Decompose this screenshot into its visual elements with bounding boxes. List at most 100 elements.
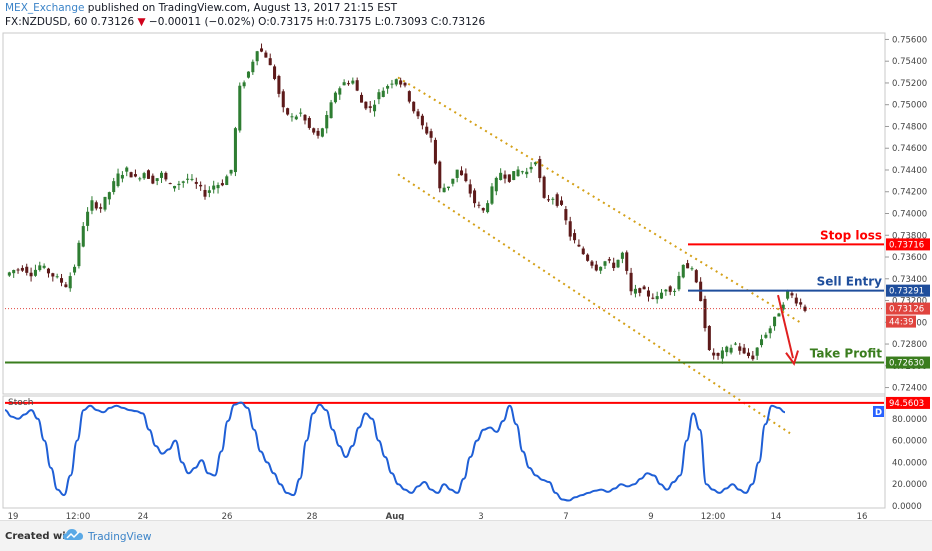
stoch-pane[interactable] [2, 395, 886, 509]
candle-body [499, 172, 503, 180]
price-axis[interactable]: 0.75600 0.75400 0.75200 0.75000 0.74800 0.746… [885, 35, 927, 394]
chart-header: MEX_Exchange published on TradingView.co… [0, 0, 932, 34]
down-arrow-icon: ▼ [137, 16, 146, 28]
candle-body [738, 346, 742, 351]
candle-body [660, 292, 664, 299]
stoch-d-badge[interactable] [873, 406, 884, 417]
candle-body [468, 184, 472, 194]
trade-levels: Stop loss 0.73716 Sell Entry 0.73291 Take Pr… [5, 228, 930, 369]
price-tick-label: 0.73200 [892, 297, 927, 307]
created-with-text: Created with [5, 531, 78, 542]
price-chart[interactable]: 0.75600 0.75400 0.75200 0.75000 0.74800 0.746… [0, 32, 932, 520]
candle-body [633, 288, 637, 294]
candle-body [186, 178, 190, 180]
candle-body [199, 184, 203, 187]
time-tick-label: 26 [222, 512, 233, 520]
candle-body [529, 166, 533, 170]
time-axis[interactable]: 19 12:00 24 26 28 Aug 3 7 9 12:00 14 16 [8, 512, 868, 520]
candle-body [786, 290, 790, 299]
candle-body [312, 128, 316, 133]
candle-body [116, 173, 120, 187]
candle-body [512, 171, 516, 181]
candle-body [664, 289, 668, 292]
candle-body [173, 185, 177, 189]
candle-body [803, 306, 807, 311]
stoch-d-badge-label: D [875, 408, 882, 418]
candle-body [755, 347, 759, 356]
main-pane[interactable] [2, 32, 886, 395]
candle-body [590, 261, 594, 266]
candle-body [151, 175, 155, 184]
channel-lower-line[interactable] [397, 173, 791, 435]
tradingview-brand[interactable]: TradingView [88, 531, 152, 543]
candle-body [516, 169, 520, 177]
time-tick-label: 19 [8, 512, 19, 520]
candle-body [438, 161, 442, 189]
candle-body [503, 174, 507, 179]
ohlc-values: O:0.73175 H:0.73175 L:0.73093 C:0.73126 [258, 16, 486, 28]
sell-entry-price-tag [886, 284, 930, 297]
candle-body [538, 159, 542, 179]
candle-body [794, 297, 798, 304]
candle-body [42, 265, 46, 268]
candle-body [38, 265, 42, 271]
candle-body [629, 272, 633, 292]
candle-body [73, 266, 77, 273]
candle-body [273, 66, 277, 79]
price-tick-label: 0.72800 [892, 340, 927, 350]
candle-body [94, 202, 98, 209]
candle-body [668, 286, 672, 292]
candle-body [68, 276, 72, 289]
candle-body [490, 186, 494, 204]
candle-body [325, 115, 329, 129]
candle-body [573, 233, 577, 241]
stoch-tick-label: 0.0000 [892, 502, 922, 512]
time-tick-label: 12:00 [701, 512, 726, 520]
sell-entry-price-text: 0.73291 [889, 287, 924, 297]
candle-body [568, 221, 572, 237]
candle-body [190, 178, 194, 180]
time-tick-label: 3 [478, 512, 483, 520]
time-tick-label: 24 [138, 512, 149, 520]
stoch-tick-label: 40.0000 [892, 458, 927, 468]
candle-body [464, 173, 468, 182]
publisher-link[interactable]: MEX_Exchange [5, 2, 85, 14]
time-tick-label: 12:00 [66, 512, 91, 520]
take-profit-label: Take Profit [810, 347, 883, 361]
price-tick-label: 0.74600 [892, 144, 927, 154]
candle-body [255, 51, 259, 62]
candle-body [586, 254, 590, 261]
sell-entry-label: Sell Entry [817, 275, 883, 289]
price-tick-label: 0.73800 [892, 231, 927, 241]
candle-body [364, 101, 368, 109]
candle-body [251, 61, 255, 73]
candle-body [216, 184, 220, 189]
stoch-tick-label: 60.0000 [892, 437, 927, 447]
candle-body [60, 278, 64, 283]
candle-body [133, 174, 137, 177]
candle-body [642, 286, 646, 290]
candle-body [481, 207, 485, 211]
candle-body [473, 190, 477, 204]
candle-body [603, 261, 607, 266]
stop-loss-price-tag [886, 238, 930, 251]
candle-body [381, 90, 385, 97]
candle-body [477, 204, 481, 206]
publish-info: MEX_Exchange published on TradingView.co… [5, 2, 397, 14]
price-tick-label: 0.74000 [892, 210, 927, 220]
candle-body [207, 190, 211, 193]
published-text: published on TradingView.com, August 13,… [87, 2, 398, 14]
candle-body [651, 297, 655, 299]
candle-body [281, 91, 285, 108]
candle-body [51, 273, 55, 277]
channel-upper-line[interactable] [397, 76, 801, 324]
trend-channel [397, 76, 801, 435]
footer-bar: Created with TradingView [0, 520, 932, 551]
candle-body [177, 183, 181, 186]
candle-body [560, 200, 564, 205]
candle-body [612, 262, 616, 269]
current-price-tag [886, 302, 930, 315]
candle-body [746, 352, 750, 356]
candle-body [507, 174, 511, 182]
candle-body [264, 52, 268, 58]
